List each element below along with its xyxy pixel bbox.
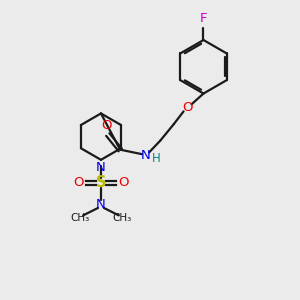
Text: O: O <box>73 176 84 190</box>
Text: CH₃: CH₃ <box>112 213 131 223</box>
Text: O: O <box>101 118 111 132</box>
Text: N: N <box>141 149 150 162</box>
Text: S: S <box>96 176 106 190</box>
Text: O: O <box>118 176 129 190</box>
Text: H: H <box>152 152 160 165</box>
Text: N: N <box>96 161 106 174</box>
Text: F: F <box>200 12 207 25</box>
Text: CH₃: CH₃ <box>70 213 90 223</box>
Text: N: N <box>96 198 106 211</box>
Text: O: O <box>182 101 192 114</box>
